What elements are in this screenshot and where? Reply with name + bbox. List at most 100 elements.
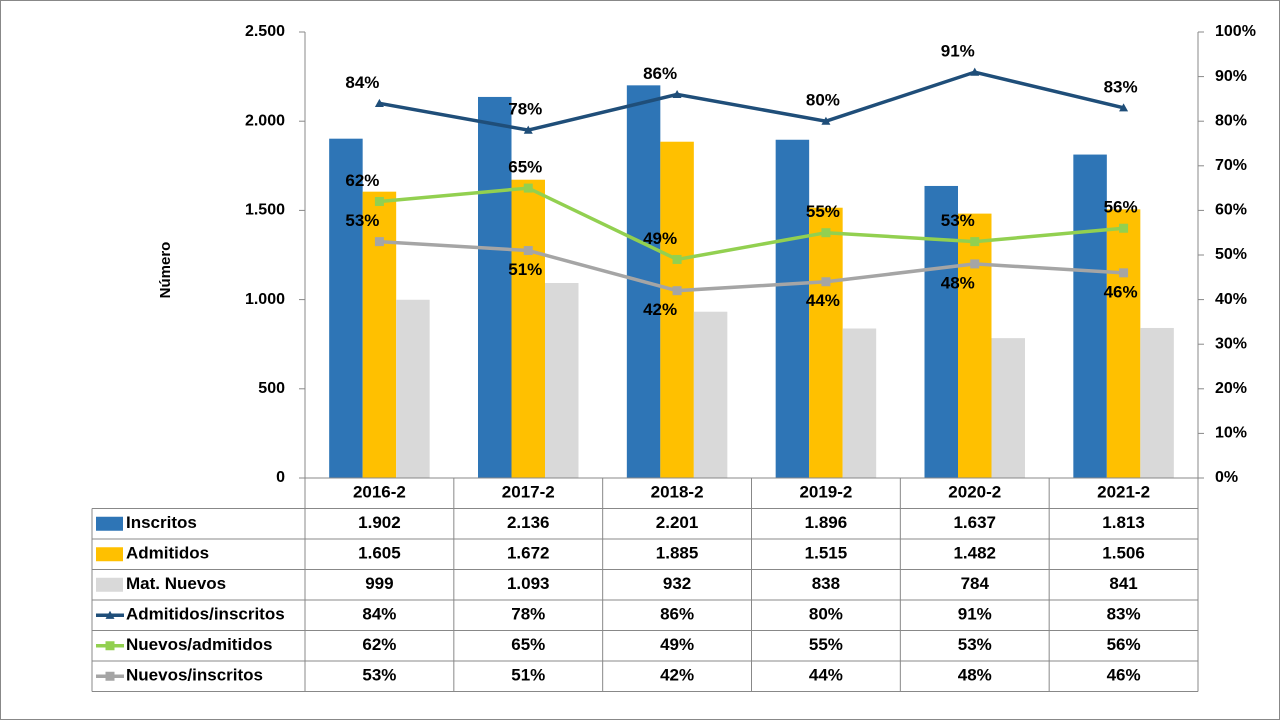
y2-tick-label: 80% — [1215, 112, 1247, 129]
table-cell: 78% — [511, 605, 545, 624]
table-cell: 84% — [362, 605, 396, 624]
x-tick-label: 2017-2 — [502, 483, 555, 502]
table-cell: 1.482 — [953, 544, 996, 563]
line-marker — [672, 89, 682, 99]
line-marker — [523, 125, 533, 134]
legend-label: Mat. Nuevos — [126, 574, 226, 593]
table-cell: 44% — [809, 666, 843, 685]
data-label: 80% — [806, 91, 840, 110]
table-cell: 55% — [809, 635, 843, 654]
line-marker — [374, 196, 384, 206]
bar — [1106, 209, 1141, 479]
y-tick-label: 2.500 — [245, 23, 285, 40]
bar — [362, 191, 397, 478]
x-tick-label: 2018-2 — [651, 483, 704, 502]
bar — [396, 299, 430, 478]
table-cell: 48% — [958, 666, 992, 685]
bar — [511, 179, 545, 478]
line-marker — [821, 116, 831, 125]
line-marker — [970, 259, 980, 269]
table-cell: 86% — [660, 605, 694, 624]
table-cell: 838 — [812, 574, 840, 593]
legend-marker — [105, 610, 115, 619]
bar — [991, 338, 1025, 478]
data-label: 48% — [941, 273, 975, 292]
data-label: 53% — [345, 211, 379, 230]
y2-tick-label: 60% — [1215, 202, 1247, 219]
line-marker — [374, 237, 384, 247]
line-marker — [523, 183, 533, 193]
y-tick-label: 1.000 — [245, 291, 285, 308]
bar — [842, 328, 877, 478]
data-label: 62% — [345, 171, 379, 190]
bar — [775, 139, 810, 478]
table-cell: 1.605 — [358, 544, 401, 563]
table-cell: 80% — [809, 605, 843, 624]
line-marker — [1119, 268, 1129, 278]
data-label: 49% — [643, 229, 677, 248]
y-axis-label: Número — [157, 242, 174, 299]
y2-tick-label: 50% — [1215, 246, 1247, 263]
legend-marker — [105, 641, 115, 651]
legend-swatch — [96, 577, 123, 592]
line-marker — [672, 254, 682, 264]
y2-tick-label: 20% — [1215, 380, 1247, 397]
legend-label: Admitidos/inscritos — [126, 605, 285, 624]
line-marker — [821, 277, 831, 287]
y-tick-label: 500 — [258, 380, 285, 397]
table-cell: 51% — [511, 666, 545, 685]
table-cell: 1.093 — [507, 574, 550, 593]
x-tick-label: 2020-2 — [948, 483, 1001, 502]
line-marker — [1119, 223, 1129, 233]
y2-tick-label: 0% — [1215, 469, 1238, 486]
table-cell: 999 — [365, 574, 393, 593]
data-label: 65% — [508, 158, 542, 177]
line-marker — [970, 67, 980, 76]
legend-swatch — [96, 516, 123, 531]
data-label: 42% — [643, 300, 677, 319]
x-tick-label: 2016-2 — [353, 483, 406, 502]
table-cell: 1.637 — [953, 513, 996, 532]
data-label: 84% — [345, 73, 379, 92]
data-label: 53% — [941, 211, 975, 230]
data-label: 78% — [508, 100, 542, 119]
table-cell: 65% — [511, 635, 545, 654]
data-label: 56% — [1104, 198, 1138, 217]
bar — [924, 185, 958, 478]
bar — [329, 138, 363, 478]
table-cell: 784 — [961, 574, 990, 593]
line-marker — [821, 228, 831, 238]
line — [379, 70, 1124, 132]
data-label: 46% — [1104, 282, 1138, 301]
x-tick-label: 2021-2 — [1097, 483, 1150, 502]
table-cell: 2.136 — [507, 513, 550, 532]
table-cell: 1.813 — [1102, 513, 1145, 532]
table-cell: 53% — [362, 666, 396, 685]
table-cell: 841 — [1109, 574, 1137, 593]
table-cell: 1.506 — [1102, 544, 1145, 563]
table-cell: 1.885 — [656, 544, 699, 563]
bar — [809, 207, 843, 478]
line — [379, 239, 1124, 293]
table-cell: 62% — [362, 635, 396, 654]
table-cell: 83% — [1107, 605, 1141, 624]
table-cell: 42% — [660, 666, 694, 685]
y2-tick-label: 100% — [1215, 23, 1256, 40]
line-marker — [523, 246, 533, 256]
table-cell: 1.902 — [358, 513, 401, 532]
y2-tick-label: 30% — [1215, 335, 1247, 352]
data-label: 55% — [806, 202, 840, 221]
bar — [1073, 154, 1107, 479]
y-tick-label: 2.000 — [245, 112, 285, 129]
table-cell: 1.672 — [507, 544, 550, 563]
legend-swatch — [96, 547, 123, 562]
line-marker — [1119, 103, 1129, 112]
line-marker — [970, 237, 980, 247]
table-cell: 53% — [958, 635, 992, 654]
legend-label: Admitidos — [126, 544, 209, 563]
data-label: 86% — [643, 64, 677, 83]
y2-tick-label: 40% — [1215, 291, 1247, 308]
table-cell: 1.515 — [805, 544, 848, 563]
x-tick-label: 2019-2 — [799, 483, 852, 502]
